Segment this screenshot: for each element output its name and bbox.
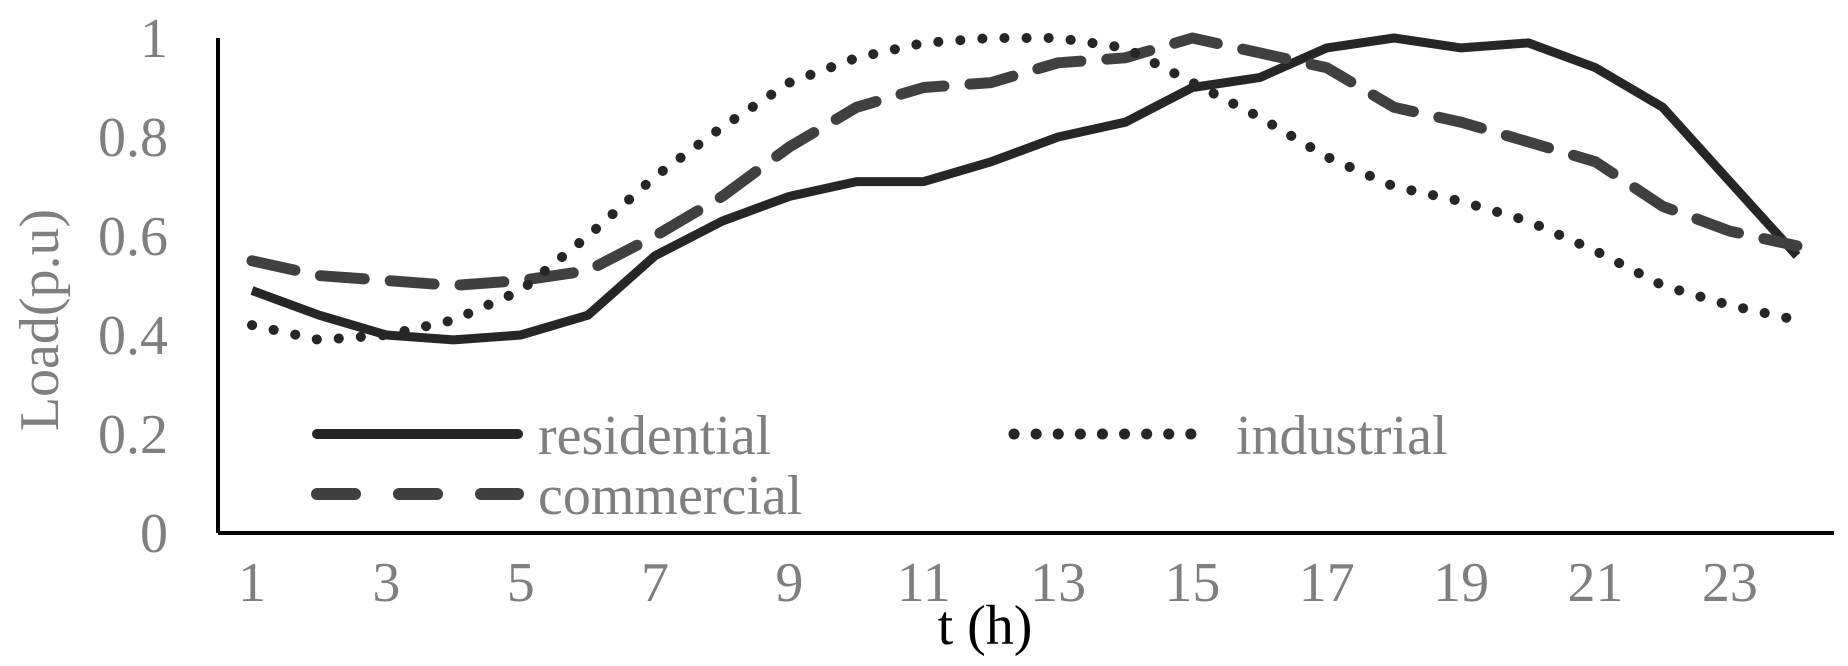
y-tick-label: 0 — [140, 503, 168, 565]
y-tick-label: 0.4 — [98, 305, 168, 367]
x-tick-label: 9 — [775, 552, 803, 614]
x-tick-label: 7 — [641, 552, 669, 614]
legend-label-commercial: commercial — [538, 465, 802, 527]
series-line-industrial — [247, 33, 1802, 345]
y-axis-ticks: 0 0.2 0.4 0.6 0.8 1 — [98, 8, 168, 565]
x-tick-label: 11 — [897, 552, 951, 614]
x-tick-label: 3 — [372, 552, 400, 614]
y-tick-label: 0.8 — [98, 107, 168, 169]
y-tick-label: 1 — [140, 8, 168, 70]
series-line-residential — [250, 33, 1801, 345]
x-tick-label: 15 — [1164, 552, 1220, 614]
x-tick-label: 19 — [1433, 552, 1489, 614]
series-lines — [246, 32, 1803, 345]
x-tick-label: 5 — [507, 552, 535, 614]
legend-label-industrial: industrial — [1236, 405, 1448, 467]
x-axis-ticks: 1 3 5 7 9 11 13 15 17 19 21 23 — [238, 552, 1758, 614]
x-tick-label: 23 — [1702, 552, 1758, 614]
x-axis-title: t (h) — [938, 595, 1033, 657]
x-tick-label: 1 — [238, 552, 266, 614]
x-tick-label: 17 — [1299, 552, 1355, 614]
series-line-commercial — [246, 32, 1803, 291]
legend-item-commercial: commercial — [311, 465, 802, 527]
legend-item-residential: residential — [312, 405, 771, 467]
y-axis-title: Load(p.u) — [9, 209, 71, 431]
y-tick-label: 0.2 — [98, 404, 168, 466]
legend-label-residential: residential — [538, 405, 771, 467]
x-tick-label: 21 — [1567, 552, 1623, 614]
x-tick-label: 13 — [1030, 552, 1086, 614]
legend-item-industrial: industrial — [1008, 405, 1448, 467]
y-tick-label: 0.6 — [98, 206, 168, 268]
